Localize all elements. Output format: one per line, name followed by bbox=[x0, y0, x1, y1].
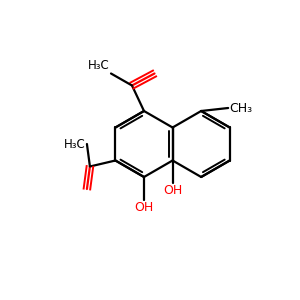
Text: CH₃: CH₃ bbox=[230, 101, 253, 115]
Text: OH: OH bbox=[163, 184, 182, 197]
Text: OH: OH bbox=[134, 201, 154, 214]
Text: H₃C: H₃C bbox=[64, 137, 86, 151]
Text: H₃C: H₃C bbox=[88, 59, 110, 72]
